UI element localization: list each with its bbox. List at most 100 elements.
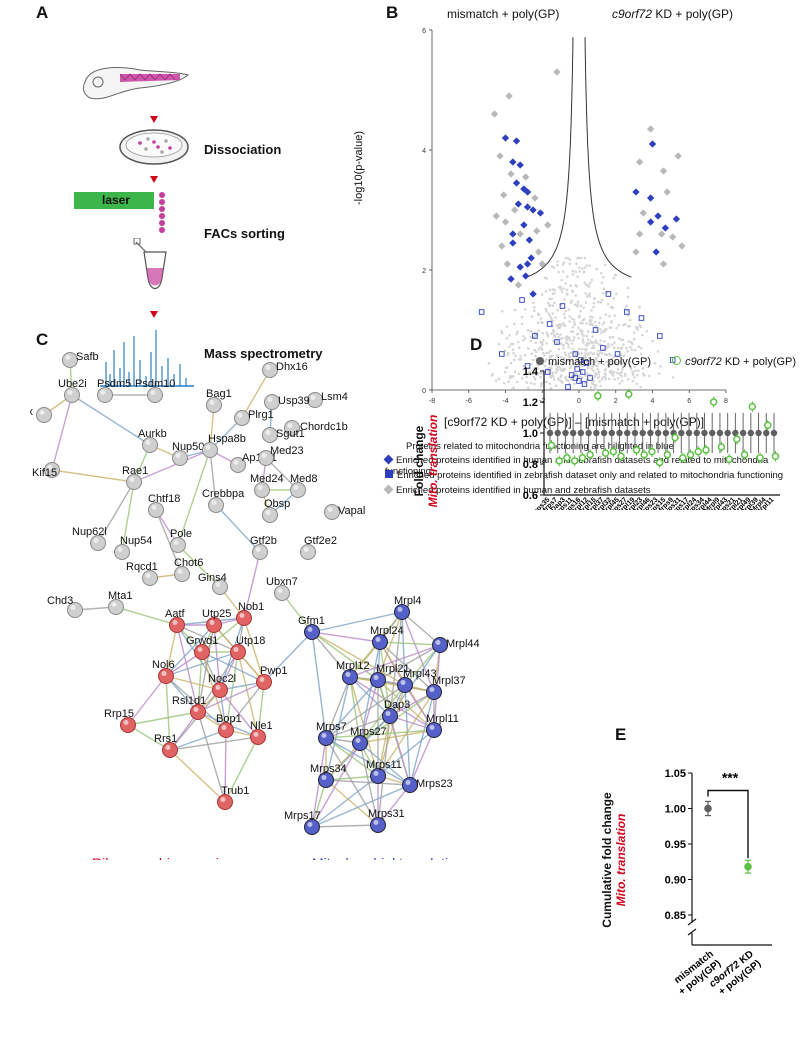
background-point [569,358,572,362]
node-highlight [355,738,361,743]
background-point [579,304,583,307]
background-point [641,367,645,370]
legend-square-blue-icon [385,470,393,478]
background-point [612,297,615,300]
dot-kd [617,452,625,460]
background-point [511,348,515,351]
background-point [532,301,535,305]
node-highlight [165,745,171,750]
node-label: Chordc1b [300,421,348,433]
background-point [552,375,555,378]
background-point [590,360,593,363]
background-point [610,320,613,323]
dot-mismatch [709,429,716,437]
dot-mismatch [732,429,739,437]
background-point [581,322,584,325]
network-edge [389,691,435,717]
volcano-ylabel-text: -log10(p-value) [353,131,365,205]
dot-kd [547,441,556,450]
node-label: Daxx [30,406,34,418]
network-edge [165,675,199,713]
background-point [580,371,583,374]
node-usp39: Usp39 [264,394,310,410]
background-point [597,372,601,376]
background-point [599,384,602,388]
node-mrpl21: Mrpl21 [370,663,410,688]
y-tick-label: 1.2 [523,397,538,409]
background-point [564,256,568,260]
background-point [505,336,509,340]
dissociation-label: Dissociation [204,142,282,157]
background-point [589,386,593,389]
background-point [560,290,564,294]
dot-mismatch [624,429,631,437]
background-point [594,383,598,387]
background-point [571,269,575,273]
node-label: Aurkb [138,428,167,440]
background-point [540,320,543,324]
fold-change-plot: 0.60.81.01.21.4Mrps35Mrps7Dap3Mrps11Mrps… [523,366,780,510]
node-label: Gtf2b [250,535,277,547]
node-highlight [233,647,239,652]
node-aatf: Aatf [165,608,186,633]
background-point [534,350,538,354]
background-point [614,360,618,364]
background-point [545,310,548,313]
dot-mismatch [585,429,592,437]
node-label: Bop1 [216,713,242,725]
node-sgut1: Sgut1 [262,427,305,443]
background-point [639,385,642,389]
background-point [578,363,582,366]
background-point [588,320,592,323]
network-edge [377,784,411,826]
background-point [617,337,621,340]
network-edge [349,676,435,731]
dot-mismatch [770,429,778,437]
network-edge [243,551,261,619]
node-crebbpa: Crebbpa [202,488,245,513]
background-point [568,366,572,370]
node-mrpl4: Mrpl4 [394,595,422,620]
background-point [589,315,592,318]
background-point [599,301,603,304]
node-label: Mrpl11 [426,713,459,725]
y-tick-label: 0.6 [523,490,538,502]
background-point [591,382,595,386]
node-label: Rsl1d1 [172,695,206,707]
y-tick-label: 6 [422,28,426,35]
node-gtf2b: Gtf2b [250,535,277,560]
node-rqcd1: Rqcd1 [126,561,158,586]
background-point [587,338,590,341]
network-edge [243,617,265,683]
background-point [597,370,601,374]
y-tick-label: 4 [422,148,426,155]
volcano-point-series-0 [509,230,517,238]
node-label: Pwp1 [260,665,288,677]
node-label: Nup50 [172,441,204,453]
node-label: Mrps31 [368,808,405,820]
volcano-point-series-0 [654,212,662,220]
dot-mismatch [631,429,639,437]
network-edge [377,684,406,777]
network-edge [401,611,435,693]
background-point [497,343,501,346]
background-point [589,362,593,365]
background-point [546,301,550,305]
background-point [621,368,624,371]
node-nob1: Nob1 [236,601,264,626]
node-label: Rae1 [122,465,148,477]
background-point [554,384,558,388]
y-tick-label: 0.90 [665,875,686,887]
node-label: Mta1 [108,590,132,602]
node-mrpl37: Mrpl37 [426,675,466,700]
background-point [550,366,553,370]
dot-kd [771,452,780,460]
background-point [591,365,594,369]
background-point [609,360,612,364]
background-point [522,364,525,368]
network-edge [281,592,313,633]
background-point [629,365,632,368]
volcano-point-series-0 [672,215,681,223]
node-highlight [197,647,203,652]
background-point [633,348,637,352]
